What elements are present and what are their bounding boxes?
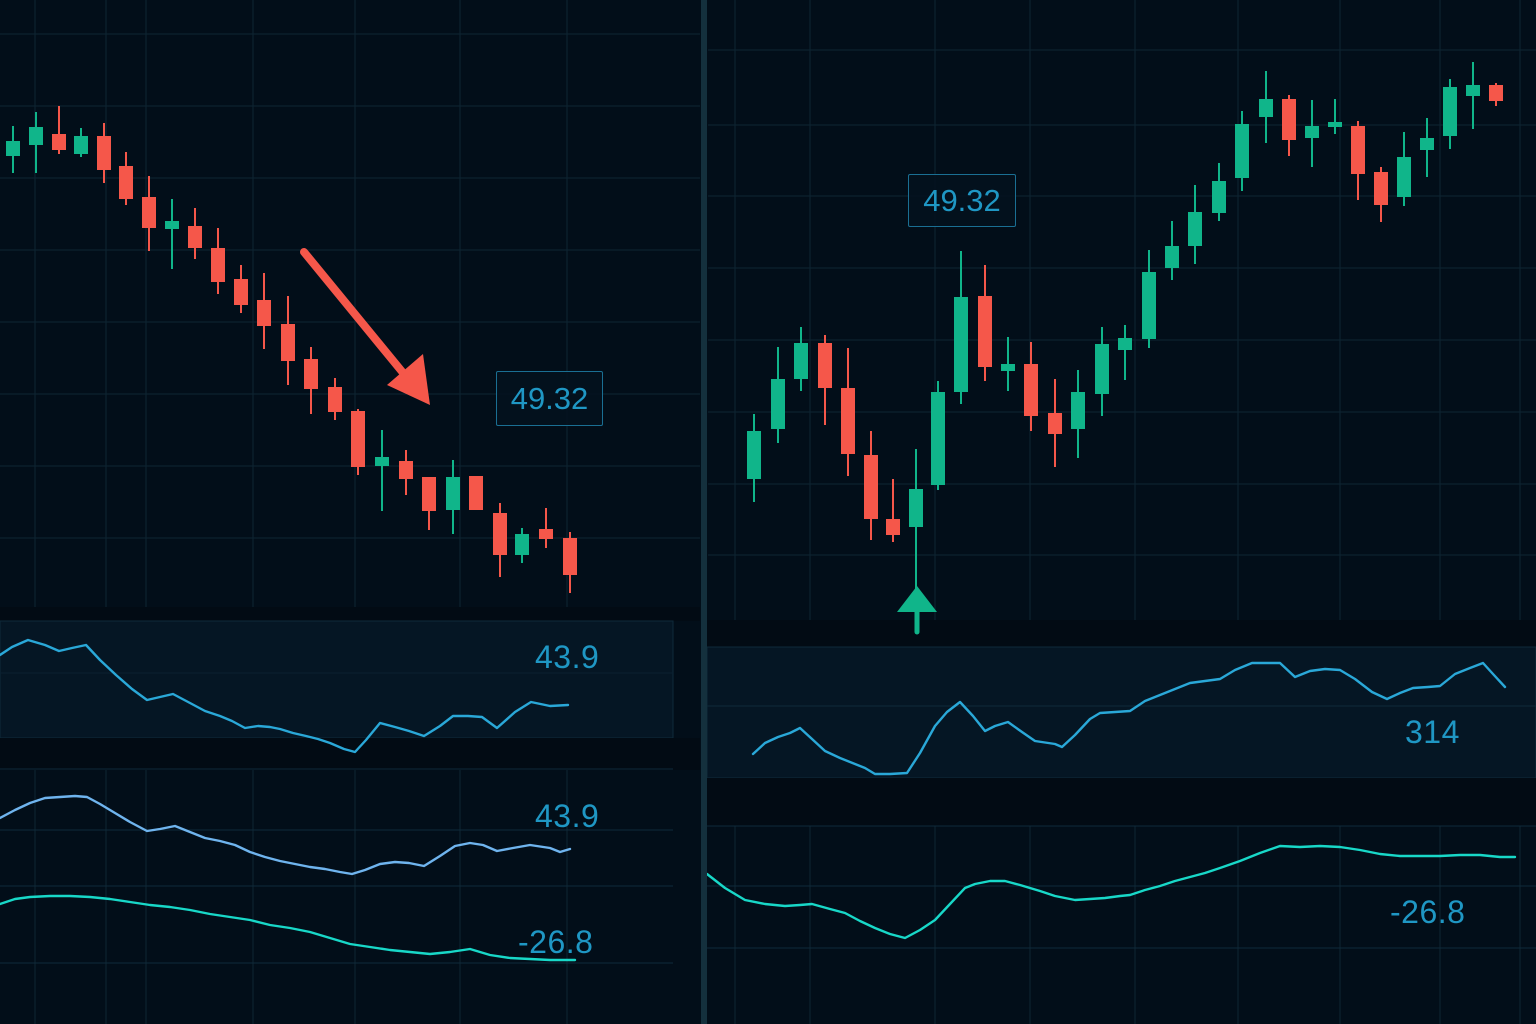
candle <box>1443 79 1457 149</box>
candle <box>1305 100 1319 167</box>
candle <box>119 152 133 205</box>
candle <box>886 479 900 542</box>
candle <box>74 128 88 157</box>
right-price-tag: 49.32 <box>908 174 1016 227</box>
candle <box>422 477 436 530</box>
candle <box>1259 71 1273 143</box>
candle <box>818 335 832 425</box>
candle <box>234 265 248 313</box>
candle <box>1118 325 1132 380</box>
candle <box>841 348 855 476</box>
indicator-2-line <box>705 844 1517 940</box>
candle <box>978 265 992 381</box>
candle <box>142 176 156 251</box>
left-indicator-1-value: 43.9 <box>535 639 600 675</box>
right-indicator-2-value: -26.8 <box>1390 894 1466 930</box>
candle <box>771 347 785 443</box>
candle <box>1235 111 1249 191</box>
candle <box>1212 163 1226 221</box>
left-indicator-lines <box>0 638 577 962</box>
candle <box>1024 342 1038 431</box>
candle <box>97 123 111 183</box>
candle <box>1165 221 1179 280</box>
candle <box>6 126 20 173</box>
left-price-tag: 49.32 <box>496 371 603 426</box>
candle <box>281 296 295 385</box>
left-candlestick-series <box>6 106 577 593</box>
candle <box>1466 62 1480 129</box>
candle <box>469 476 483 510</box>
indicator-1-line <box>0 638 570 754</box>
left-indicator-3-value: -26.8 <box>518 924 594 960</box>
candle <box>515 528 529 563</box>
candle <box>1374 167 1388 222</box>
candle <box>931 381 945 490</box>
candle <box>1071 370 1085 458</box>
right-indicator-panels <box>706 620 1536 949</box>
candle <box>375 430 389 511</box>
candle <box>794 327 808 391</box>
candle <box>539 508 553 548</box>
candle <box>1328 99 1342 134</box>
candle <box>1420 118 1434 177</box>
candle <box>1048 379 1062 467</box>
candle <box>399 450 413 495</box>
panel-divider[interactable] <box>701 0 707 1024</box>
candle <box>328 378 342 420</box>
candle <box>1489 83 1503 106</box>
right-candlestick-series <box>747 62 1503 632</box>
candle <box>1142 250 1156 348</box>
candle <box>188 208 202 259</box>
up-arrow-icon <box>897 586 937 635</box>
indicator-2-line <box>0 794 572 876</box>
candle <box>1001 337 1015 391</box>
candle <box>1397 132 1411 206</box>
candle <box>864 431 878 540</box>
candle <box>29 112 43 173</box>
candle <box>493 503 507 577</box>
down-arrow-icon <box>300 248 430 405</box>
indicator-3-line <box>0 894 577 962</box>
candle <box>1095 327 1109 416</box>
candle <box>954 251 968 404</box>
candle <box>52 106 66 154</box>
candle <box>165 199 179 269</box>
candle <box>1282 95 1296 156</box>
right-indicator-1-value: 314 <box>1405 714 1460 750</box>
candle <box>747 414 761 502</box>
right-indicator-lines <box>705 661 1517 940</box>
candle <box>1351 121 1365 200</box>
candle <box>257 273 271 349</box>
candle <box>1188 185 1202 264</box>
left-indicator-panels <box>0 607 700 964</box>
candle <box>211 228 225 294</box>
indicator-1-line <box>751 661 1507 776</box>
left-indicator-2-value: 43.9 <box>535 798 600 834</box>
candle <box>304 347 318 414</box>
candle <box>446 460 460 534</box>
candle <box>351 409 365 475</box>
candle <box>563 532 577 593</box>
